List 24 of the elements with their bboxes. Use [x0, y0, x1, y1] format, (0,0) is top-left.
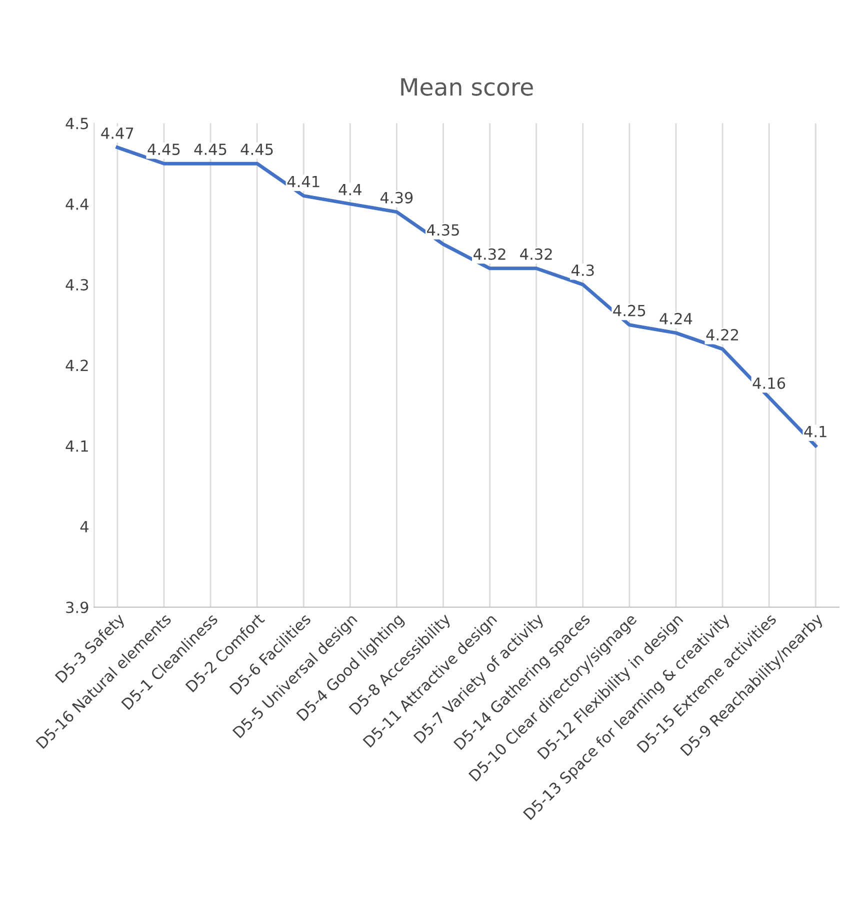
- data-label: 4.45: [240, 144, 273, 156]
- data-label: 4.45: [194, 144, 226, 156]
- data-label: 4.24: [660, 312, 692, 324]
- y-tick-label: 3.9: [66, 602, 88, 614]
- y-tick-label: 4.1: [66, 440, 88, 452]
- data-label: 4.45: [148, 144, 180, 156]
- data-label: 4.32: [474, 248, 506, 260]
- data-label: 4.4: [338, 184, 362, 196]
- data-label: 4.3: [571, 264, 594, 276]
- chart-title: Mean score: [401, 78, 533, 96]
- y-tick-label: 4.3: [66, 279, 88, 291]
- y-tick-label: 4.2: [66, 360, 88, 372]
- data-label: 4.22: [706, 329, 738, 340]
- data-label: 4.16: [752, 377, 786, 389]
- y-tick-label: 4.5: [66, 118, 88, 130]
- y-tick-label: 4: [80, 521, 88, 532]
- data-label: 4.25: [613, 304, 646, 316]
- data-label: 4.47: [101, 128, 134, 139]
- data-label: 4.32: [520, 248, 552, 260]
- data-label: 4.35: [426, 224, 459, 236]
- y-tick-label: 4.4: [66, 198, 88, 210]
- data-label: 4.39: [380, 192, 413, 204]
- data-label: 4.1: [804, 426, 826, 438]
- data-label: 4.41: [287, 176, 320, 188]
